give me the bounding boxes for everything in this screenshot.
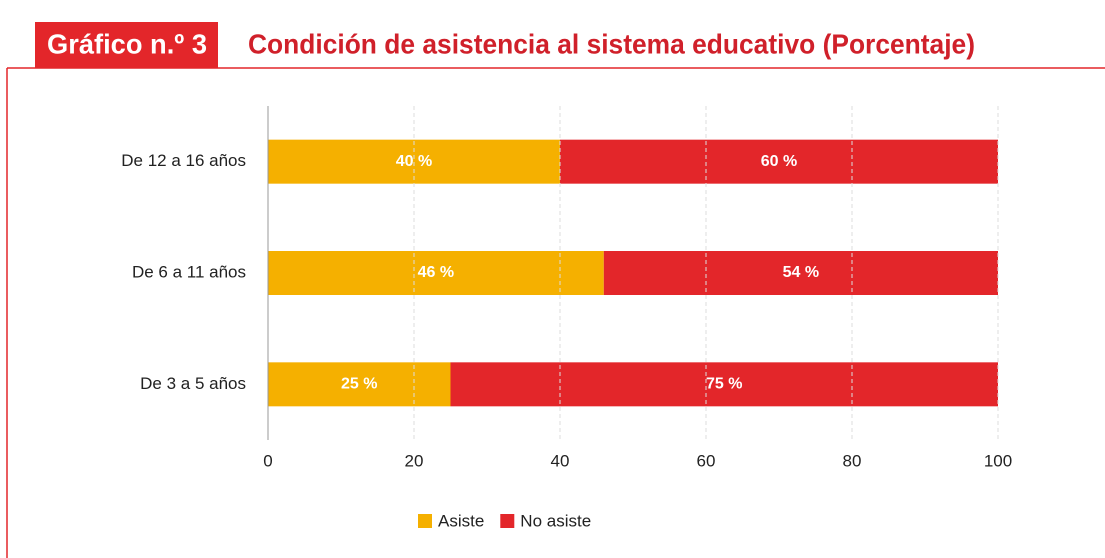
y-tick-label: De 6 a 11 años [132, 262, 246, 281]
bar-segment [268, 362, 451, 407]
y-tick-label: De 3 a 5 años [140, 374, 246, 393]
value-label: 60 % [761, 153, 797, 170]
header-box [35, 22, 218, 68]
legend-label: Asiste [438, 511, 484, 530]
x-tick-label: 100 [984, 451, 1012, 470]
bar-segment [603, 251, 998, 295]
legend-label: No asiste [520, 511, 591, 530]
chart-label: Gráfico n.º 3 [47, 28, 207, 59]
bar-segment [450, 362, 998, 407]
bar-segment [560, 139, 998, 184]
value-label: 40 % [396, 153, 432, 170]
bar-segment [268, 251, 604, 295]
legend-swatch [500, 514, 515, 528]
x-tick-label: 60 [697, 451, 716, 470]
legend-swatch [418, 514, 432, 528]
x-tick-label: 20 [405, 451, 424, 470]
value-label: 25 % [341, 376, 377, 393]
value-label: 54 % [783, 264, 819, 281]
x-tick-label: 0 [263, 451, 272, 470]
y-tick-label: De 12 a 16 años [121, 151, 246, 170]
chart-title: Condición de asistencia al sistema educa… [248, 28, 975, 59]
value-label: 75 % [706, 376, 742, 393]
value-label: 46 % [418, 264, 454, 281]
x-tick-label: 40 [551, 451, 570, 470]
x-tick-label: 80 [843, 451, 862, 470]
